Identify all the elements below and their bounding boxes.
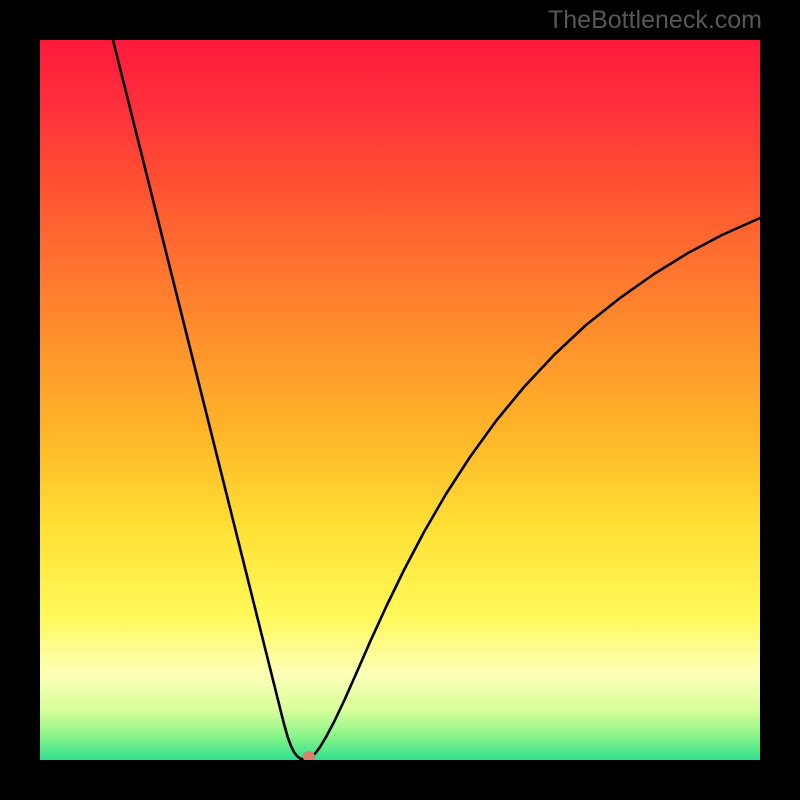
plot-area	[40, 40, 760, 760]
bottleneck-curve	[113, 40, 760, 759]
watermark-text: TheBottleneck.com	[548, 6, 762, 35]
curve-layer	[40, 40, 760, 760]
figure-frame: TheBottleneck.com	[0, 0, 800, 800]
minimum-marker	[303, 751, 315, 760]
